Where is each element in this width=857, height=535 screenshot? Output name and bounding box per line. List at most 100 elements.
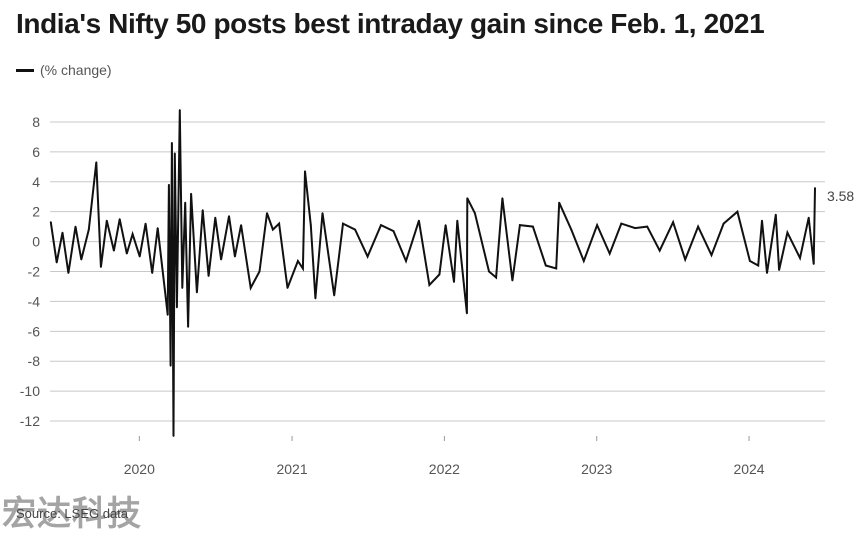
gridlines (50, 121, 825, 422)
data-point (380, 224, 382, 227)
data-point (168, 183, 170, 186)
data-point (501, 197, 504, 200)
data-point (812, 263, 815, 265)
data-point (570, 228, 573, 231)
data-point (151, 272, 154, 274)
data-point (95, 161, 98, 164)
data-point (61, 231, 64, 234)
y-tick-label: -8 (28, 353, 41, 369)
data-point (511, 279, 514, 282)
data-point (453, 281, 455, 283)
data-point (228, 215, 230, 218)
data-point (181, 287, 184, 289)
data-point (672, 221, 674, 224)
data-point (175, 306, 178, 309)
chart-title: India's Nifty 50 posts best intraday gai… (16, 8, 765, 39)
y-tick-label: 8 (32, 114, 40, 130)
data-point (495, 276, 498, 279)
data-point (558, 201, 561, 204)
y-tick-label: -2 (28, 264, 41, 280)
data-point (418, 219, 420, 222)
data-point (473, 212, 476, 215)
y-tick-label: 2 (32, 204, 40, 220)
data-point (646, 225, 649, 228)
data-point (169, 364, 172, 367)
data-point (87, 228, 90, 231)
data-point (444, 224, 447, 227)
source-note: Source: LSEG data (16, 506, 129, 521)
data-point (620, 222, 623, 225)
data-point (271, 228, 274, 231)
watermark: 宏达科技 (2, 494, 142, 534)
data-point (49, 221, 52, 224)
x-tick-label: 2021 (276, 461, 307, 477)
data-point (766, 272, 768, 274)
data-point (342, 222, 344, 225)
data-point (333, 294, 336, 297)
data-point (187, 325, 190, 328)
data-point (286, 287, 289, 289)
data-point (207, 275, 210, 277)
data-point (519, 224, 521, 227)
x-tick-label: 2024 (733, 461, 764, 477)
data-point (778, 269, 780, 271)
data-point (814, 187, 816, 189)
data-point (190, 192, 192, 195)
data-point (309, 224, 312, 227)
data-point (172, 435, 175, 437)
data-point (184, 201, 187, 204)
data-point (366, 255, 369, 258)
data-point (201, 209, 204, 212)
data-point (438, 273, 441, 276)
y-tick-label: 6 (32, 144, 40, 160)
data-point (105, 219, 108, 222)
data-point (684, 258, 687, 261)
data-point (531, 225, 534, 228)
data-point (166, 313, 169, 316)
data-point (233, 255, 236, 258)
data-point (658, 249, 661, 252)
data-point (544, 264, 547, 267)
data-point (125, 252, 128, 255)
data-point (774, 213, 777, 216)
y-axis-ticks: 8 6 4 2 0 -2 -4 -6 -8 -10 -12 (20, 114, 40, 429)
data-point (170, 141, 173, 144)
data-point (354, 228, 356, 231)
data-point (302, 267, 304, 270)
y-tick-label: -12 (20, 413, 40, 429)
y-tick-label: 0 (32, 234, 40, 250)
data-point (304, 170, 306, 173)
data-point (555, 267, 558, 270)
data-point (634, 227, 637, 230)
data-point (697, 225, 700, 228)
data-point (807, 216, 810, 219)
x-tick-label: 2022 (429, 461, 460, 477)
data-point (710, 254, 713, 256)
data-point (156, 227, 159, 230)
y-tick-label: -10 (20, 383, 40, 399)
data-point (786, 231, 789, 234)
data-point (757, 264, 760, 267)
data-point (266, 212, 268, 215)
data-point (596, 224, 599, 227)
data-point (240, 224, 243, 227)
y-tick-label: -4 (28, 293, 41, 309)
x-tick-label: 2020 (124, 461, 155, 477)
data-point (249, 287, 252, 289)
last-value-label: 3.58 (827, 188, 854, 204)
data-point (321, 212, 324, 215)
data-point (314, 297, 317, 300)
legend-swatch-icon (16, 68, 34, 72)
data-point (258, 270, 261, 273)
data-point (582, 260, 585, 262)
data-point (392, 230, 395, 233)
data-point (466, 312, 468, 315)
data-point (278, 222, 281, 225)
data-point (112, 249, 115, 252)
data-point (748, 260, 751, 262)
data-point (428, 284, 431, 286)
data-point (761, 219, 763, 222)
data-point (405, 260, 407, 262)
data-point (736, 210, 739, 213)
